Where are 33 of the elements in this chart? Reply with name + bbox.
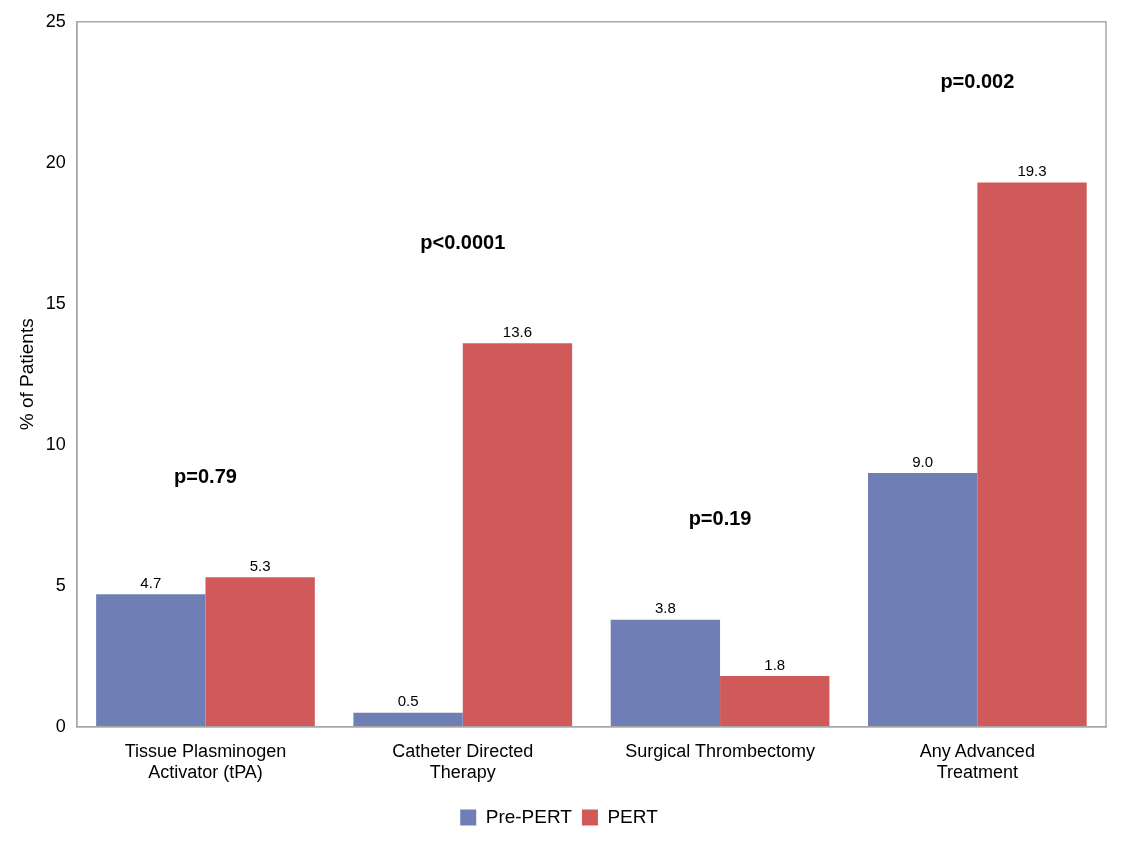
y-tick-label: 25 xyxy=(45,10,66,31)
annotation: p<0.0001 xyxy=(420,230,506,253)
annotation: p=0.19 xyxy=(688,507,752,530)
legend-label: PERT xyxy=(607,805,659,827)
bar xyxy=(610,619,721,727)
bar xyxy=(977,182,1087,727)
bar xyxy=(868,473,978,727)
y-tick-label: 10 xyxy=(45,433,66,454)
x-tick-label: Tissue Plasminogen Activator (tPA) xyxy=(124,740,287,783)
data-label: 4.7 xyxy=(140,573,162,591)
x-tick-label: Catheter Directed Therapy xyxy=(392,740,534,783)
y-tick-label: 5 xyxy=(55,574,66,595)
data-label: 0.5 xyxy=(397,692,419,710)
bar xyxy=(96,594,206,727)
data-label: 1.8 xyxy=(764,655,786,673)
y-tick-label: 15 xyxy=(45,292,66,313)
data-label: 13.6 xyxy=(502,322,533,340)
data-label: 19.3 xyxy=(1017,162,1047,180)
bar xyxy=(462,343,573,727)
y-axis-title: % of Patients xyxy=(15,318,37,431)
bar xyxy=(205,577,315,727)
y-tick-label: 0 xyxy=(55,715,66,736)
data-label: 3.8 xyxy=(654,599,676,617)
y-tick-label: 20 xyxy=(45,151,66,172)
legend-label: Pre-PERT xyxy=(485,805,573,827)
x-tick-label: Surgical Thrombectomy xyxy=(625,740,815,761)
bar xyxy=(720,676,830,727)
data-label: 5.3 xyxy=(249,556,271,574)
annotation: p=0.79 xyxy=(174,464,237,487)
data-label: 9.0 xyxy=(912,452,934,470)
annotation: p=0.002 xyxy=(940,70,1015,93)
bar xyxy=(353,712,463,727)
x-tick-label: Any Advanced Treatment xyxy=(919,740,1035,783)
